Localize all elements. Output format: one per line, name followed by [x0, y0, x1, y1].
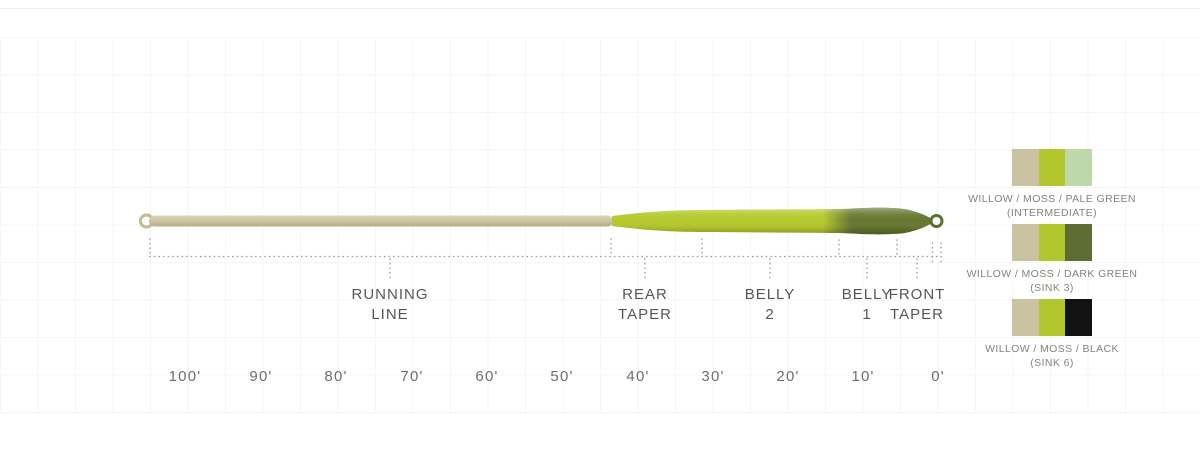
measurement-bracket — [149, 238, 942, 283]
swatch-block-willow — [1012, 149, 1039, 186]
section-label-line: 2 — [765, 306, 775, 323]
front-loop-icon — [929, 214, 944, 228]
section-label-front-taper: FRONT TAPER — [847, 285, 987, 325]
legend-label: WILLOW / MOSS / DARK GREEN (SINK 3) — [957, 267, 1147, 295]
head-segment — [612, 207, 931, 235]
section-label-belly-1: BELLY 1 — [797, 285, 937, 325]
section-label-line: LINE — [371, 306, 409, 323]
legend-row-intermediate: WILLOW / MOSS / PALE GREEN (INTERMEDIATE… — [957, 149, 1147, 220]
legend-row-sink6: WILLOW / MOSS / BLACK (SINK 6) — [957, 299, 1147, 370]
legend-label-sinkrate: (INTERMEDIATE) — [1007, 207, 1097, 219]
swatch-block-moss — [1038, 299, 1066, 336]
top-divider — [0, 8, 1200, 9]
section-label-line: RUNNING — [351, 286, 429, 303]
section-label-line: TAPER — [618, 306, 672, 323]
scale-tick-20: 20' — [776, 368, 800, 385]
legend-label-colors: WILLOW / MOSS / DARK GREEN — [966, 268, 1138, 280]
swatch-block-black — [1065, 299, 1093, 336]
swatch-block-darkgreen — [1065, 224, 1093, 261]
swatch-block-willow — [1012, 299, 1039, 336]
section-label-line: BELLY — [744, 286, 796, 303]
section-label-line: BELLY — [841, 286, 893, 303]
scale-tick-100: 100' — [168, 368, 202, 385]
section-label-line: 1 — [862, 306, 872, 323]
scale-tick-50: 50' — [550, 368, 574, 385]
section-label-belly-2: BELLY 2 — [700, 285, 840, 325]
legend-label: WILLOW / MOSS / PALE GREEN (INTERMEDIATE… — [957, 192, 1147, 220]
legend-label-sinkrate: (SINK 3) — [1030, 282, 1074, 294]
scale-tick-90: 90' — [249, 368, 273, 385]
scale-tick-40: 40' — [626, 368, 650, 385]
legend-label-sinkrate: (SINK 6) — [1030, 357, 1074, 369]
color-swatch — [1012, 299, 1093, 336]
scale-tick-70: 70' — [400, 368, 424, 385]
swatch-block-moss — [1038, 149, 1066, 186]
running-line-segment — [149, 215, 613, 227]
legend-label-colors: WILLOW / MOSS / PALE GREEN — [968, 193, 1136, 205]
section-label-line: FRONT — [888, 286, 946, 303]
section-label-line: REAR — [622, 286, 668, 303]
section-label-running-line: RUNNING LINE — [320, 285, 460, 325]
scale-tick-60: 60' — [475, 368, 499, 385]
swatch-block-moss — [1038, 224, 1066, 261]
legend-label-colors: WILLOW / MOSS / BLACK — [985, 343, 1119, 355]
swatch-block-palegreen — [1065, 149, 1093, 186]
scale-tick-0: 0' — [931, 368, 945, 385]
legend-row-sink3: WILLOW / MOSS / DARK GREEN (SINK 3) — [957, 224, 1147, 295]
color-swatch — [1012, 149, 1093, 186]
swatch-block-willow — [1012, 224, 1039, 261]
section-label-rear-taper: REAR TAPER — [575, 285, 715, 325]
color-swatch — [1012, 224, 1093, 261]
section-label-line: TAPER — [890, 306, 944, 323]
scale-tick-10: 10' — [851, 368, 875, 385]
legend-label: WILLOW / MOSS / BLACK (SINK 6) — [957, 342, 1147, 370]
scale-tick-80: 80' — [324, 368, 348, 385]
scale-tick-30: 30' — [701, 368, 725, 385]
